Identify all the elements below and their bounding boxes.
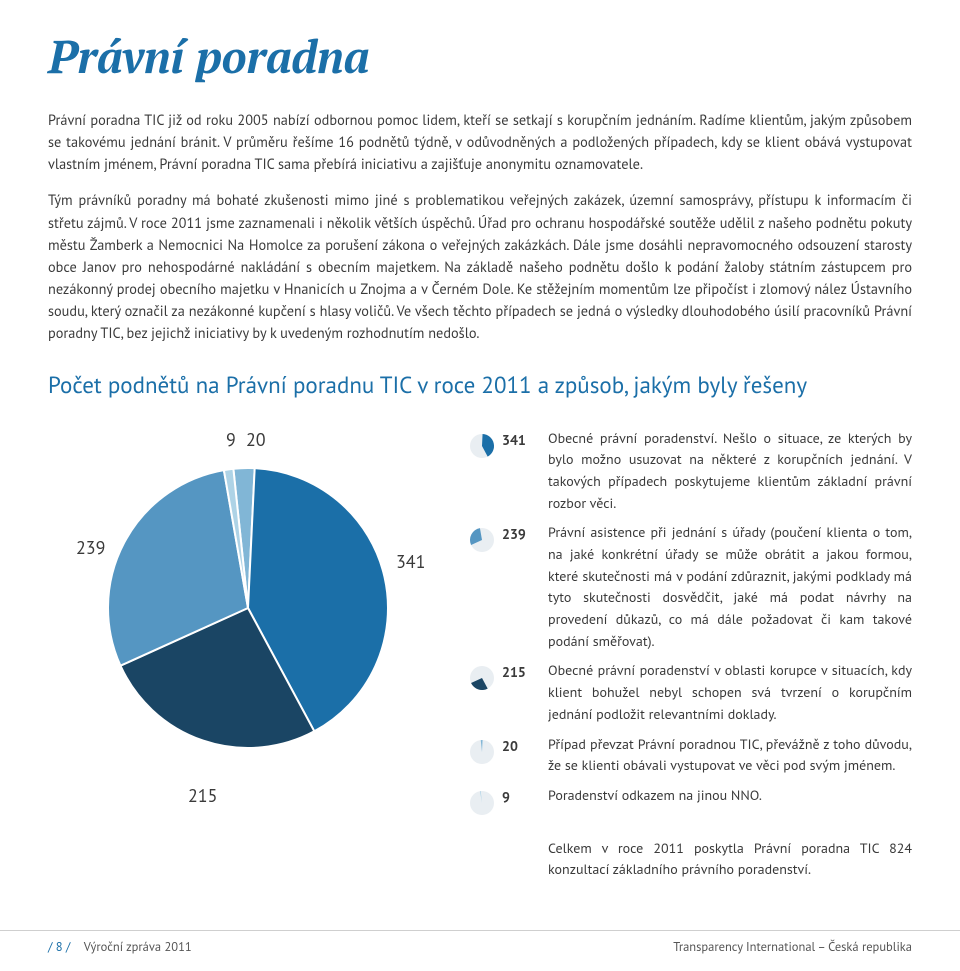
page-number: / 8 /	[48, 939, 70, 955]
legend-mini-pie-icon	[468, 522, 502, 561]
legend-count: 9	[502, 785, 548, 809]
legend-item: 239 Právní asistence při jednání s úřady…	[468, 522, 912, 652]
legend-text: Obecné právní poradenství. Nešlo o situa…	[548, 428, 912, 515]
pie-chart: 9 20 239 341 215	[48, 428, 428, 828]
page-title: Právní poradna	[48, 26, 912, 87]
legend-mini-pie-icon	[468, 660, 502, 699]
legend-count: 341	[502, 428, 548, 452]
pie-label-341: 341	[396, 550, 425, 573]
legend-item: 20 Případ převzat Právní poradnou TIC, p…	[468, 734, 912, 777]
legend-count: 20	[502, 734, 548, 758]
footer-report: Výroční zpráva 2011	[84, 939, 192, 955]
intro-paragraph-2: Tým právníků poradny má bohaté zkušenost…	[48, 189, 912, 344]
page-footer: / 8 / Výroční zpráva 2011 Transparency I…	[0, 930, 960, 955]
pie-label-239: 239	[76, 536, 105, 559]
legend-mini-pie-icon	[468, 428, 502, 467]
legend-item: 9 Poradenství odkazem na jinou NNO.	[468, 785, 912, 824]
intro-paragraph-1: Právní poradna TIC již od roku 2005 nabí…	[48, 109, 912, 175]
legend-text: Obecné právní poradenství v oblasti koru…	[548, 660, 912, 725]
pie-label-215: 215	[188, 784, 217, 807]
legend-text: Poradenství odkazem na jinou NNO.	[548, 785, 912, 807]
legend-count: 215	[502, 660, 548, 684]
footer-org: Transparency International – Česká repub…	[673, 939, 912, 955]
legend-item: 215 Obecné právní poradenství v oblasti …	[468, 660, 912, 725]
legend-text: Případ převzat Právní poradnou TIC, přev…	[548, 734, 912, 777]
legend: 341 Obecné právní poradenství. Nešlo o s…	[468, 428, 912, 881]
legend-mini-pie-icon	[468, 785, 502, 824]
legend-total: Celkem v roce 2011 poskytla Právní porad…	[548, 838, 912, 881]
pie-label-20: 20	[246, 428, 266, 451]
section-heading: Počet podnětů na Právní poradnu TIC v ro…	[48, 371, 912, 400]
chart-section: 9 20 239 341 215 341 Obecné právní porad…	[48, 428, 912, 881]
pie-label-9: 9	[226, 428, 236, 451]
legend-mini-pie-icon	[468, 734, 502, 773]
legend-text: Právní asistence při jednání s úřady (po…	[548, 522, 912, 652]
legend-item: 341 Obecné právní poradenství. Nešlo o s…	[468, 428, 912, 515]
legend-count: 239	[502, 522, 548, 546]
